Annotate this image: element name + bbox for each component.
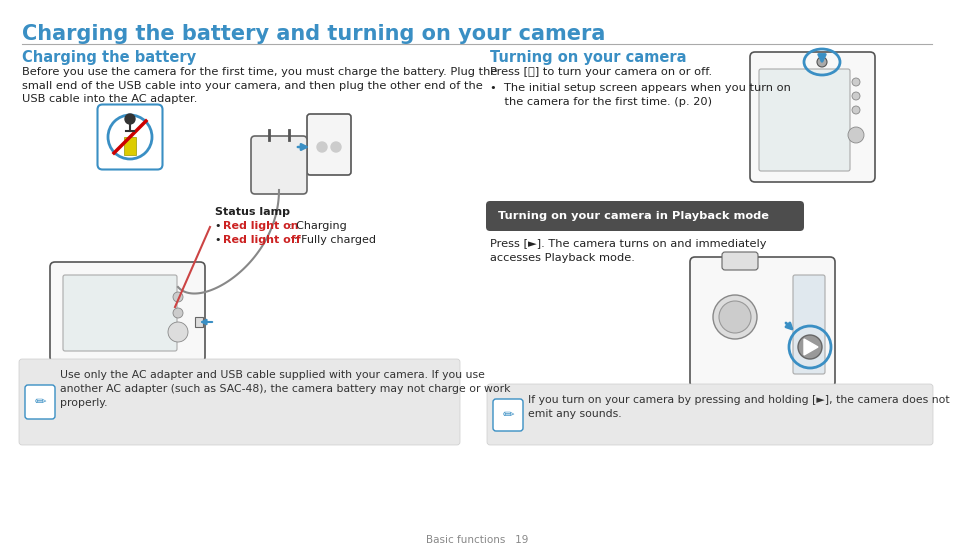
Circle shape	[797, 335, 821, 359]
Circle shape	[125, 114, 135, 124]
FancyBboxPatch shape	[97, 105, 162, 169]
Circle shape	[816, 57, 826, 67]
Text: Charging the battery: Charging the battery	[22, 50, 196, 65]
Circle shape	[108, 115, 152, 159]
Polygon shape	[803, 339, 817, 355]
Text: Turning on your camera: Turning on your camera	[490, 50, 686, 65]
Text: Basic functions   19: Basic functions 19	[425, 535, 528, 545]
Circle shape	[316, 142, 327, 152]
Circle shape	[851, 106, 859, 114]
FancyBboxPatch shape	[251, 136, 307, 194]
Text: Red light off: Red light off	[223, 235, 300, 245]
Circle shape	[851, 92, 859, 100]
FancyBboxPatch shape	[689, 257, 834, 387]
Text: : Fully charged: : Fully charged	[294, 235, 376, 245]
FancyBboxPatch shape	[307, 114, 351, 175]
Text: If you turn on your camera by pressing and holding [►], the camera does not
emit: If you turn on your camera by pressing a…	[527, 395, 948, 419]
FancyBboxPatch shape	[792, 275, 824, 374]
Circle shape	[168, 322, 188, 342]
Text: Press [ⓨ] to turn your camera on or off.: Press [ⓨ] to turn your camera on or off.	[490, 67, 711, 77]
Text: Before you use the camera for the first time, you must charge the battery. Plug : Before you use the camera for the first …	[22, 67, 497, 104]
Circle shape	[719, 301, 750, 333]
FancyBboxPatch shape	[19, 359, 459, 445]
FancyBboxPatch shape	[194, 317, 203, 327]
Text: Use only the AC adapter and USB cable supplied with your camera. If you use
anot: Use only the AC adapter and USB cable su…	[60, 370, 510, 408]
Circle shape	[172, 292, 183, 302]
Text: ✏: ✏	[34, 395, 46, 409]
Text: Press [►]. The camera turns on and immediately
accesses Playback mode.: Press [►]. The camera turns on and immed…	[490, 239, 765, 262]
FancyBboxPatch shape	[124, 137, 136, 155]
FancyBboxPatch shape	[485, 201, 803, 231]
Text: Turning on your camera in Playback mode: Turning on your camera in Playback mode	[497, 211, 768, 221]
FancyBboxPatch shape	[759, 69, 849, 171]
Text: •: •	[214, 221, 225, 231]
Text: Status lamp: Status lamp	[214, 207, 290, 217]
FancyBboxPatch shape	[25, 385, 55, 419]
Text: •: •	[214, 235, 225, 245]
Text: Charging the battery and turning on your camera: Charging the battery and turning on your…	[22, 24, 605, 44]
FancyBboxPatch shape	[721, 252, 758, 270]
Circle shape	[172, 324, 183, 334]
FancyBboxPatch shape	[486, 384, 932, 445]
Circle shape	[331, 142, 340, 152]
Text: Red light on: Red light on	[223, 221, 298, 231]
Text: : Charging: : Charging	[289, 221, 346, 231]
Text: ✏: ✏	[501, 408, 514, 422]
FancyBboxPatch shape	[493, 399, 522, 431]
Text: •  The initial setup screen appears when you turn on
    the camera for the firs: • The initial setup screen appears when …	[490, 83, 790, 106]
Circle shape	[851, 78, 859, 86]
Circle shape	[172, 308, 183, 318]
FancyBboxPatch shape	[50, 262, 205, 362]
Circle shape	[847, 127, 863, 143]
Circle shape	[712, 295, 757, 339]
FancyBboxPatch shape	[749, 52, 874, 182]
FancyBboxPatch shape	[63, 275, 177, 351]
